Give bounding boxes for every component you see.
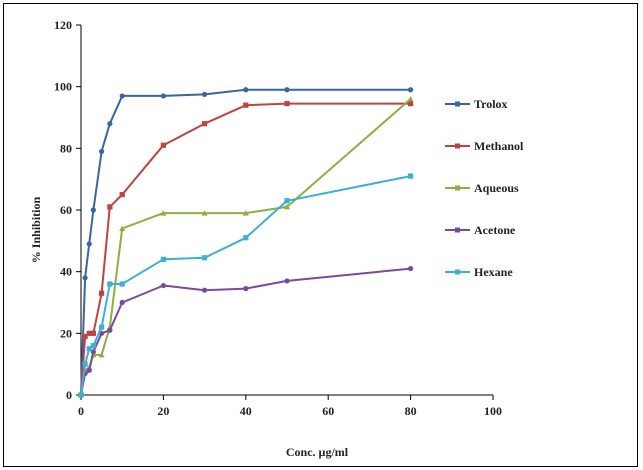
y-tick-label: 120	[54, 18, 72, 32]
series-line	[80, 175, 411, 396]
data-point	[86, 330, 92, 336]
data-point	[119, 281, 125, 287]
data-point	[202, 121, 208, 127]
data-point	[82, 333, 88, 340]
data-point	[98, 351, 105, 358]
y-tick-label: 60	[60, 203, 72, 217]
series-aqueous	[78, 96, 414, 398]
data-point	[90, 349, 96, 355]
data-point	[99, 324, 105, 330]
legend-label: Trolox	[474, 97, 508, 111]
y-axis-label: % Inhibition	[29, 196, 43, 263]
data-point	[107, 327, 113, 333]
legend-label: Aqueous	[474, 181, 519, 195]
data-point	[86, 241, 92, 247]
x-tick-label: 40	[240, 404, 252, 418]
data-point	[99, 148, 105, 155]
legend-item-methanol: Methanol	[445, 139, 524, 153]
data-point	[408, 87, 414, 93]
data-point	[119, 93, 125, 99]
legend-label: Methanol	[474, 139, 524, 153]
data-point	[408, 101, 414, 107]
series-acetone	[78, 265, 414, 398]
y-tick-label: 80	[60, 141, 72, 155]
y-tick-label: 0	[66, 388, 72, 402]
legend-marker	[455, 269, 460, 275]
data-point	[90, 330, 96, 336]
data-point	[160, 93, 166, 99]
legend-item-hexane: Hexane	[445, 265, 513, 279]
data-point	[160, 210, 167, 216]
y-tick-label: 20	[60, 326, 72, 340]
x-ticks: 0 20 40 60 80 100	[78, 395, 502, 418]
x-tick-label: 0	[78, 404, 84, 418]
data-point	[90, 207, 96, 213]
data-point	[408, 265, 414, 272]
series-line	[80, 88, 411, 396]
data-point	[119, 299, 125, 306]
x-tick-label: 100	[484, 404, 502, 418]
x-tick-label: 60	[322, 404, 334, 418]
data-point	[86, 346, 92, 352]
legend-marker	[455, 143, 460, 149]
legend-label: Hexane	[474, 265, 513, 279]
y-tick-label: 40	[60, 265, 72, 279]
x-tick-label: 20	[157, 404, 169, 418]
data-point	[107, 204, 113, 210]
data-point	[78, 392, 84, 398]
data-point	[243, 286, 249, 292]
y-tick-label: 100	[54, 80, 72, 94]
y-ticks: 0 20 40 60 80 100 120	[54, 18, 81, 402]
data-point	[284, 203, 290, 210]
data-point	[243, 102, 249, 108]
data-point	[202, 255, 208, 261]
axes	[80, 25, 493, 396]
data-point	[407, 96, 414, 102]
legend-marker	[455, 227, 460, 233]
legend-label: Acetone	[474, 223, 516, 237]
legend-item-aqueous: Aqueous	[445, 181, 519, 195]
data-point	[160, 282, 166, 289]
data-point	[284, 278, 290, 284]
data-point	[408, 173, 414, 179]
data-point	[242, 210, 249, 216]
data-point	[201, 210, 208, 216]
data-point	[243, 235, 249, 241]
legend-item-trolox: Trolox	[445, 97, 508, 111]
data-point	[99, 290, 105, 296]
legend-marker	[455, 101, 460, 107]
series-trolox	[78, 87, 414, 398]
data-point	[90, 343, 96, 349]
data-point	[119, 225, 126, 231]
legend-item-acetone: Acetone	[445, 223, 516, 237]
data-point	[107, 121, 113, 127]
x-axis-label: Conc. µg/ml	[286, 445, 349, 459]
legend: Trolox Methanol Aqueous Acetone Hexane	[445, 97, 524, 279]
series-hexane	[78, 173, 414, 398]
data-point	[243, 87, 249, 93]
data-point	[284, 198, 290, 204]
data-point	[202, 287, 208, 293]
data-point	[202, 91, 208, 97]
data-point	[284, 101, 290, 107]
data-point	[160, 142, 166, 148]
data-point	[160, 256, 166, 262]
series-line	[80, 102, 411, 396]
data-point	[86, 367, 92, 373]
data-point	[82, 361, 88, 367]
data-point	[107, 281, 113, 287]
x-tick-label: 80	[405, 404, 417, 418]
data-point	[284, 87, 290, 93]
series-line	[80, 98, 412, 396]
series-methanol	[78, 101, 414, 398]
data-point	[119, 191, 125, 198]
series-layer	[78, 87, 414, 398]
chart-frame	[3, 3, 638, 467]
data-point	[82, 275, 88, 281]
legend-marker	[455, 185, 460, 191]
